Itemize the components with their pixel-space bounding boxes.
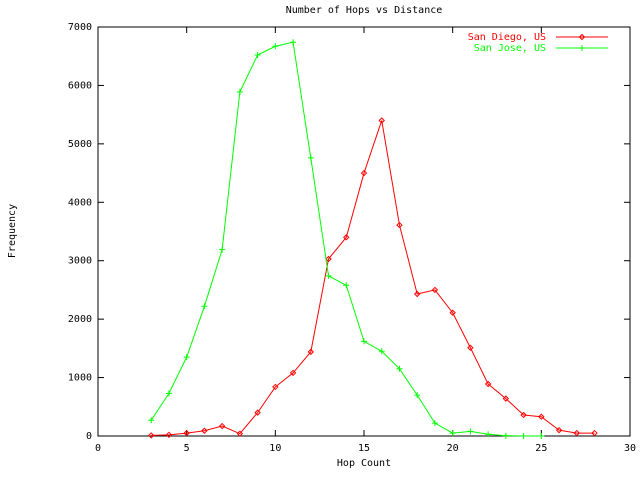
- x-tick-label: 5: [184, 443, 190, 454]
- point: [360, 169, 368, 177]
- point: [219, 246, 226, 253]
- point: [147, 432, 155, 439]
- point: [502, 432, 509, 439]
- point: [165, 431, 173, 439]
- point: [183, 354, 190, 361]
- point: [520, 411, 527, 419]
- x-axis-label: Hop Count: [337, 458, 391, 469]
- point: [325, 272, 332, 279]
- point: [343, 282, 350, 289]
- point: [485, 431, 492, 438]
- point: [201, 303, 208, 310]
- point: [484, 380, 492, 388]
- point: [201, 427, 208, 434]
- y-tick-label: 7000: [68, 22, 92, 33]
- point: [289, 369, 297, 377]
- point: [573, 429, 581, 437]
- legend-marker: [579, 45, 585, 51]
- point: [218, 422, 226, 430]
- x-tick-label: 25: [535, 443, 547, 454]
- legend-marker: [578, 33, 586, 41]
- point: [325, 255, 332, 263]
- y-tick-label: 3000: [68, 256, 92, 267]
- y-tick-label: 2000: [68, 314, 92, 325]
- y-tick-label: 6000: [68, 80, 92, 91]
- series-line: [151, 120, 595, 436]
- x-tick-label: 0: [95, 443, 101, 454]
- point: [361, 338, 367, 345]
- legend-label: San Jose, US: [474, 43, 546, 54]
- point: [591, 429, 598, 437]
- x-tick-label: 20: [447, 443, 459, 454]
- point: [467, 428, 474, 435]
- x-tick-label: 30: [624, 443, 636, 454]
- point: [413, 290, 421, 298]
- y-tick-label: 1000: [68, 373, 92, 384]
- point: [272, 43, 279, 50]
- point: [343, 234, 350, 241]
- point: [538, 413, 545, 420]
- point: [378, 117, 385, 124]
- point: [449, 309, 456, 316]
- point: [538, 433, 545, 439]
- point: [165, 390, 172, 397]
- point: [378, 348, 385, 355]
- point: [520, 433, 527, 439]
- point: [307, 154, 314, 161]
- x-tick-label: 15: [358, 443, 370, 454]
- point: [236, 430, 244, 437]
- point: [431, 420, 438, 427]
- point: [183, 429, 190, 437]
- x-tick-label: 10: [269, 443, 281, 454]
- y-tick-label: 4000: [68, 197, 92, 208]
- point: [414, 392, 421, 399]
- point: [290, 39, 297, 46]
- point: [254, 409, 261, 416]
- y-tick-label: 0: [86, 431, 92, 442]
- point: [307, 348, 315, 356]
- point: [555, 426, 563, 434]
- point: [254, 52, 261, 59]
- point: [272, 383, 279, 391]
- point: [502, 395, 510, 402]
- point: [431, 286, 439, 294]
- point: [396, 365, 403, 372]
- point: [236, 88, 243, 95]
- legend-label: San Diego, US: [468, 32, 546, 43]
- y-axis-label: Frequency: [7, 204, 18, 258]
- y-tick-label: 5000: [68, 139, 92, 150]
- point: [148, 417, 155, 424]
- point: [449, 430, 456, 437]
- point: [396, 221, 403, 229]
- point: [467, 344, 474, 351]
- chart-title: Number of Hops vs Distance: [286, 5, 443, 16]
